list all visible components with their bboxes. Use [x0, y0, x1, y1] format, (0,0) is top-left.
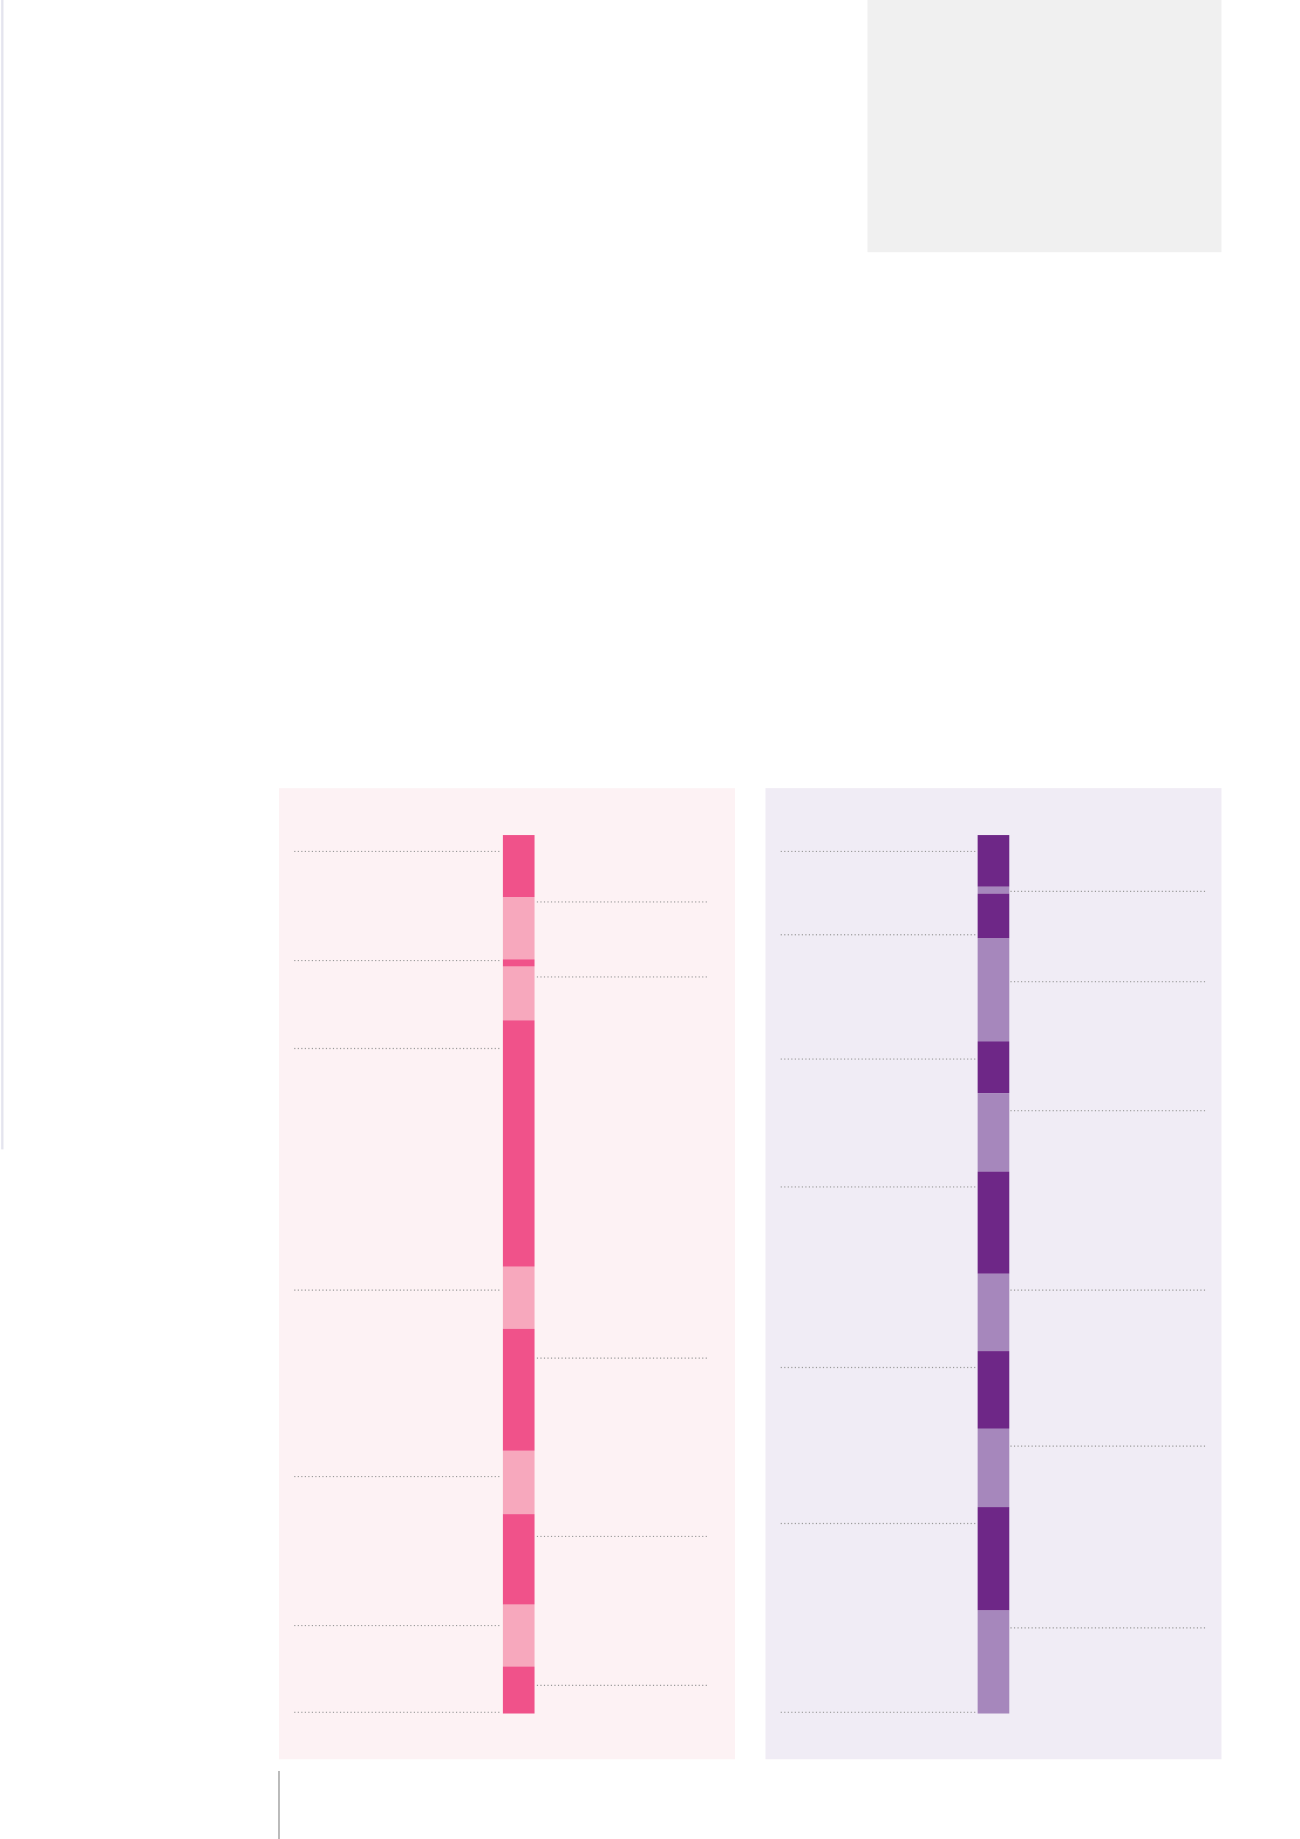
bar-segment: [502, 1450, 535, 1515]
bar-segment: [977, 886, 1010, 894]
bar-segment: [977, 835, 1010, 887]
bar-segment: [502, 959, 535, 967]
bar-segment: [502, 897, 535, 960]
bar-segment: [502, 1266, 535, 1329]
bar-segment: [502, 1514, 535, 1605]
bar-segment: [977, 1041, 1010, 1094]
bar-segment: [977, 938, 1010, 1042]
bar-segment: [502, 835, 535, 898]
bar-segment: [502, 966, 535, 1021]
bar-segment: [502, 1328, 535, 1451]
bar-segment: [977, 1273, 1010, 1352]
gray-box: [867, 0, 1222, 253]
bar-segment: [977, 1093, 1010, 1172]
bar-segment: [977, 1428, 1010, 1508]
bar-segment: [977, 1171, 1010, 1274]
bar-segment: [502, 1604, 535, 1667]
bar-segment: [977, 893, 1010, 939]
bar-segment: [977, 1351, 1010, 1429]
bar-segment: [502, 1020, 535, 1267]
bars: [294, 835, 1206, 1714]
bar-segment: [977, 1610, 1010, 1714]
bar-segment: [977, 1507, 1010, 1611]
bar-segment: [502, 1666, 535, 1714]
